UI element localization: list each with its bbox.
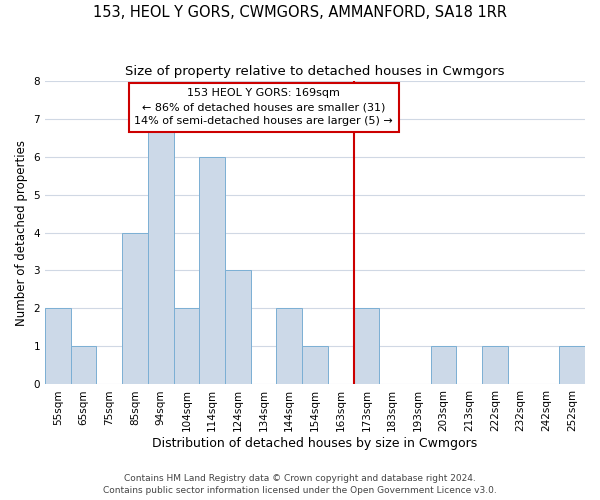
Bar (482, 346, 508, 385)
Bar (148, 118, 173, 384)
Text: 153, HEOL Y GORS, CWMGORS, AMMANFORD, SA18 1RR: 153, HEOL Y GORS, CWMGORS, AMMANFORD, SA… (93, 5, 507, 20)
Bar (45, 308, 71, 384)
Bar (199, 156, 225, 384)
Bar (302, 346, 328, 385)
Text: 153 HEOL Y GORS: 169sqm
← 86% of detached houses are smaller (31)
14% of semi-de: 153 HEOL Y GORS: 169sqm ← 86% of detache… (134, 88, 393, 126)
Bar (225, 270, 251, 384)
Bar (173, 308, 199, 384)
Y-axis label: Number of detached properties: Number of detached properties (15, 140, 28, 326)
Bar (559, 346, 585, 385)
Text: Contains HM Land Registry data © Crown copyright and database right 2024.
Contai: Contains HM Land Registry data © Crown c… (103, 474, 497, 495)
Bar (431, 346, 457, 385)
Title: Size of property relative to detached houses in Cwmgors: Size of property relative to detached ho… (125, 65, 505, 78)
Bar (122, 232, 148, 384)
X-axis label: Distribution of detached houses by size in Cwmgors: Distribution of detached houses by size … (152, 437, 478, 450)
Bar (277, 308, 302, 384)
Bar (353, 308, 379, 384)
Bar (71, 346, 97, 385)
